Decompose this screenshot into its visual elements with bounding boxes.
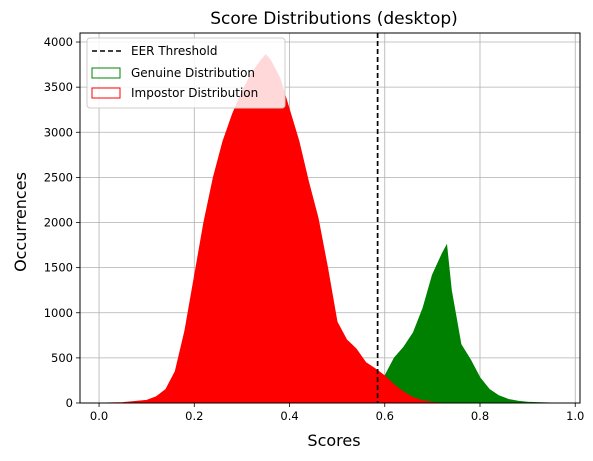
- x-tick-label: 1.0: [566, 409, 584, 423]
- legend: EER Threshold Genuine Distribution Impos…: [86, 37, 286, 109]
- x-tick-label: 0.2: [185, 409, 203, 423]
- grid-lines: [80, 33, 580, 404]
- y-tick-label: 1000: [44, 306, 73, 320]
- y-tick-label: 3500: [44, 80, 73, 94]
- x-tick-label: 0.4: [280, 409, 298, 423]
- plot-area-frame: [79, 32, 581, 404]
- x-tick-label: 0.8: [471, 409, 489, 423]
- legend-genuine-label: Genuine Distribution: [131, 66, 255, 80]
- y-tick-label: 1500: [44, 261, 73, 275]
- chart-title: Score Distributions (desktop): [210, 9, 458, 29]
- legend-impostor-label: Impostor Distribution: [131, 86, 258, 100]
- y-tick-label: 500: [51, 351, 73, 365]
- x-tick-label: 0.6: [376, 409, 394, 423]
- y-tick-label: 0: [66, 396, 73, 410]
- legend-box: [86, 37, 286, 109]
- x-axis-title: Scores: [307, 431, 360, 450]
- x-axis-ticks: 0.0 0.2 0.4 0.6 0.8 1.0: [90, 403, 584, 423]
- y-tick-label: 4000: [44, 35, 73, 49]
- legend-impostor-swatch: [91, 87, 121, 99]
- y-tick-label: 2500: [44, 170, 73, 184]
- y-axis-title: Occurrences: [11, 172, 30, 272]
- legend-threshold-label: EER Threshold: [131, 44, 217, 58]
- genuine-distribution-area: [364, 243, 557, 404]
- y-tick-label: 3000: [44, 125, 73, 139]
- legend-genuine-swatch: [91, 67, 121, 79]
- y-tick-label: 2000: [44, 216, 73, 230]
- y-axis-ticks: 0 500 1000 1500 2000 2500 3000 3500 4000: [44, 35, 80, 410]
- x-tick-label: 0.0: [90, 409, 108, 423]
